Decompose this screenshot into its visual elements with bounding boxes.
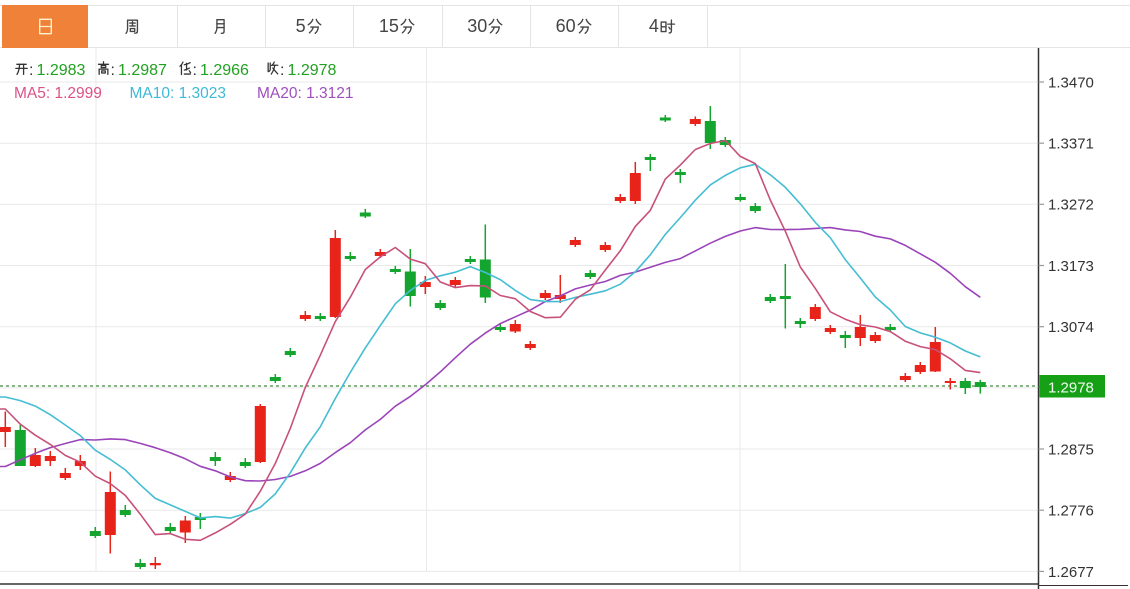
svg-text:1.3470: 1.3470 [1048, 74, 1094, 91]
svg-text:1.3074: 1.3074 [1048, 319, 1094, 336]
svg-text:1.2875: 1.2875 [1048, 441, 1094, 458]
svg-text:1.3173: 1.3173 [1048, 258, 1094, 275]
svg-text:1.3272: 1.3272 [1048, 197, 1094, 214]
svg-text:1.2677: 1.2677 [1048, 564, 1094, 581]
svg-text:1.2978: 1.2978 [1048, 379, 1094, 396]
svg-text:1.3371: 1.3371 [1048, 136, 1094, 153]
svg-text:1.2776: 1.2776 [1048, 503, 1094, 520]
